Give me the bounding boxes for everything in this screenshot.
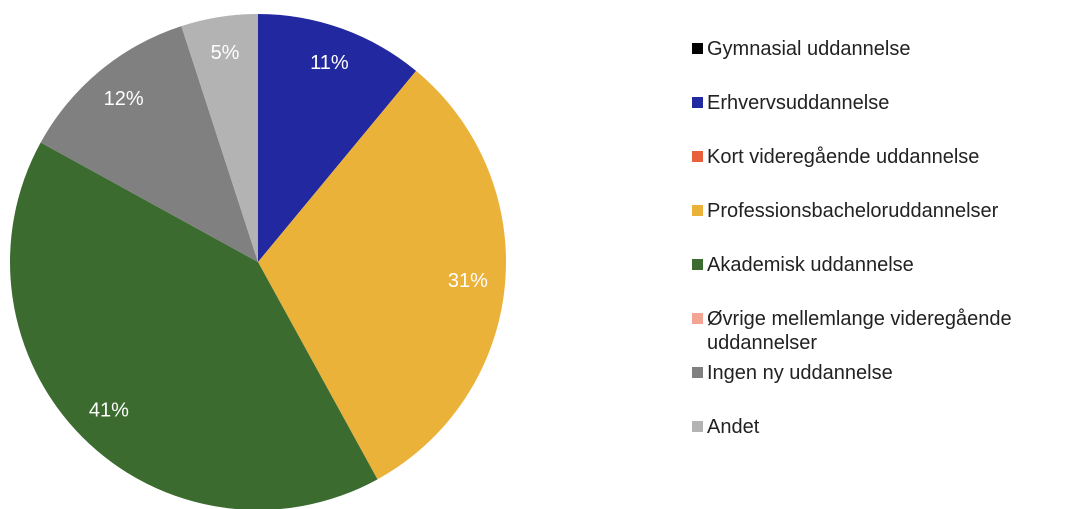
legend-item: Akademisk uddannelse xyxy=(690,253,1072,307)
data-label: 41% xyxy=(89,399,129,421)
legend: Gymnasial uddannelse Erhvervsuddannelse Ko… xyxy=(690,37,1072,469)
legend-label: Øvrige mellemlange videregående uddannel… xyxy=(707,308,1012,354)
legend-item: Kort videregående uddannelse xyxy=(690,145,1072,199)
legend-item: Øvrige mellemlange videregående uddannel… xyxy=(690,307,1072,361)
legend-swatch xyxy=(692,259,703,270)
legend-item: Erhvervsuddannelse xyxy=(690,91,1072,145)
legend-label: Kort videregående uddannelse xyxy=(707,146,980,168)
legend-item: Professionsbacheloruddannelser xyxy=(690,199,1072,253)
legend-item: Andet xyxy=(690,415,1072,469)
legend-swatch xyxy=(692,43,703,54)
legend-swatch xyxy=(692,205,703,216)
data-label: 31% xyxy=(448,270,488,292)
legend-label: Andet xyxy=(707,416,760,438)
pie-slice xyxy=(10,142,378,509)
legend-swatch xyxy=(692,313,703,324)
legend-item: Ingen ny uddannelse xyxy=(690,361,1072,415)
data-label: 12% xyxy=(104,88,144,110)
data-label: 11% xyxy=(310,52,349,74)
legend-swatch xyxy=(692,97,703,108)
pie-slice xyxy=(181,14,258,262)
pie: 11% 31% 41% 12% 5% xyxy=(10,14,506,509)
legend-label: Professionsbacheloruddannelser xyxy=(707,200,999,222)
pie-slice xyxy=(258,14,417,262)
legend-label: Akademisk uddannelse xyxy=(707,254,914,276)
legend-label: Ingen ny uddannelse xyxy=(707,362,893,384)
data-label: 5% xyxy=(211,42,240,64)
pie-slice xyxy=(40,26,259,262)
legend-swatch xyxy=(692,367,703,378)
legend-label: Erhvervsuddannelse xyxy=(707,92,890,114)
pie-slice xyxy=(258,70,506,480)
legend-swatch xyxy=(692,421,703,432)
legend-label: Gymnasial uddannelse xyxy=(707,38,911,60)
legend-swatch xyxy=(692,151,703,162)
legend-item: Gymnasial uddannelse xyxy=(690,37,1072,91)
